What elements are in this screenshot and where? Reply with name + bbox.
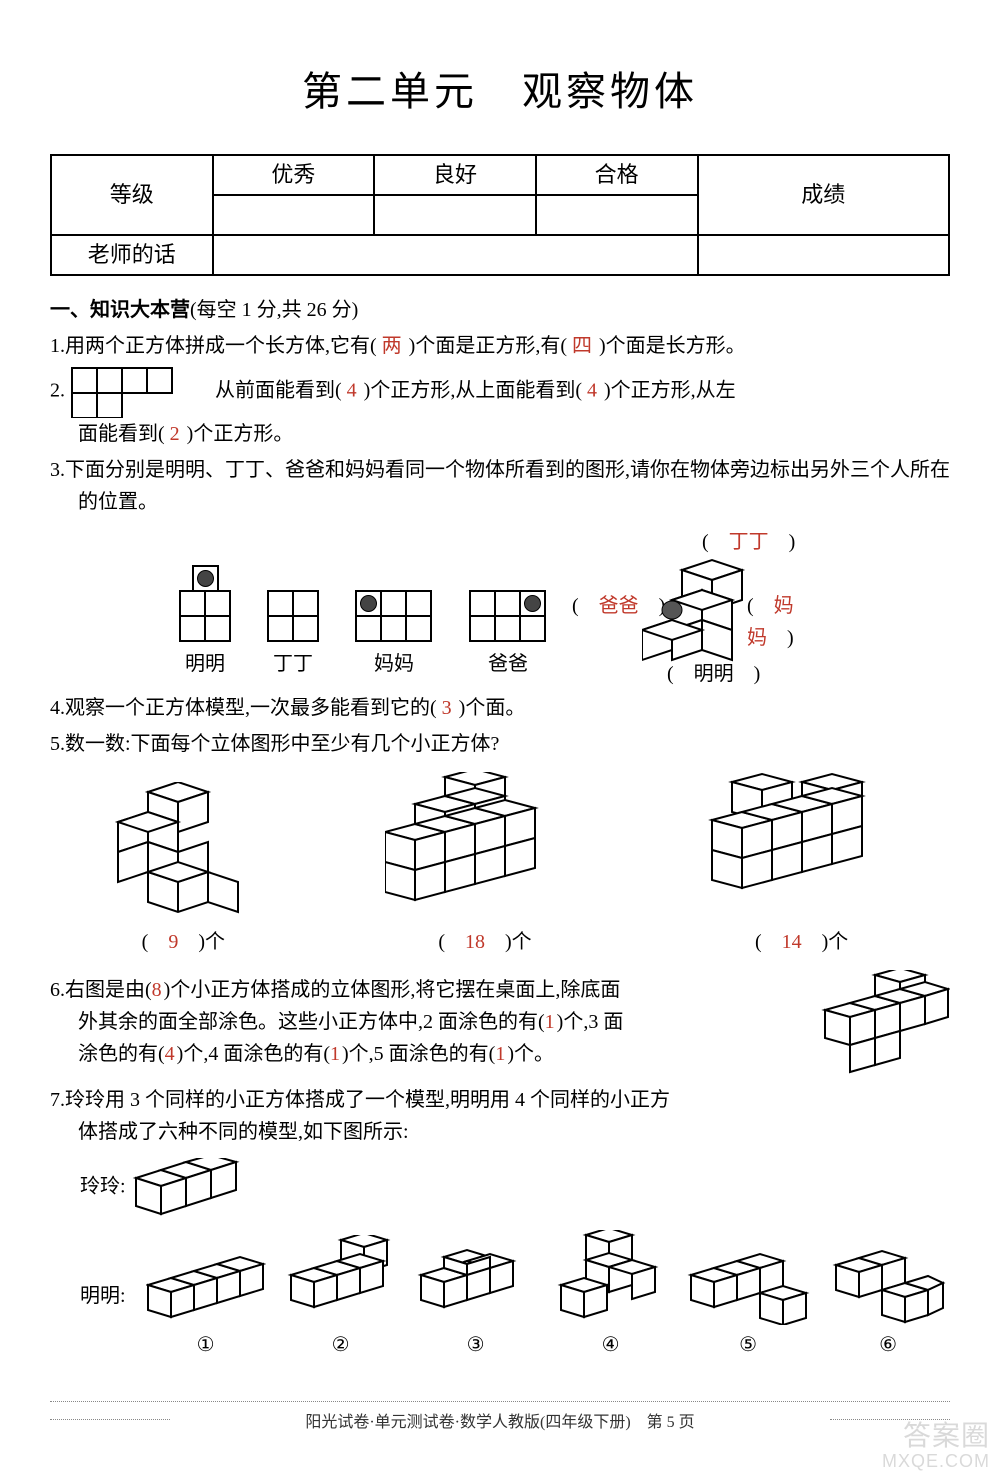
cube-model-icon	[556, 1230, 666, 1325]
page-title: 第二单元 观察物体	[50, 60, 950, 124]
q5-a1-wrap: ( 9 )个	[142, 926, 225, 958]
q2-a1: 4	[347, 380, 359, 402]
q3-figures: 明明 丁丁 妈妈 爸爸	[50, 530, 950, 680]
cube-stack-icon	[702, 772, 902, 922]
q1-ans2: 四	[572, 335, 594, 357]
q2-figure-icon	[70, 366, 210, 418]
q1-end: )个面是长方形。	[599, 335, 746, 357]
cell-score	[698, 235, 950, 275]
question-3: 3.下面分别是明明、丁丁、爸爸和妈妈看同一个物体所看到的图形,请你在物体旁边标出…	[78, 454, 950, 518]
q2-t2: )个正方形,从上面能看到(	[364, 380, 582, 402]
q3-view-mama: 妈妈	[354, 564, 434, 680]
section-points: (每空 1 分,共 26 分)	[190, 299, 358, 321]
q3-lbl-mama: 妈妈	[374, 648, 414, 680]
q6-figure-icon	[820, 970, 950, 1080]
page-footer: 阳光试卷·单元测试卷·数学人教版(四年级下册) 第 5 页	[50, 1401, 950, 1436]
watermark: 答案圈 MXQE.COM	[882, 1421, 990, 1472]
q3-view-mingming: 明明	[178, 564, 232, 680]
question-4: 4.观察一个正方体模型,一次最多能看到它的( 3 )个面。	[78, 692, 950, 724]
q3-lbl-ming: 明明	[185, 648, 225, 680]
question-5: 5.数一数:下面每个立体图形中至少有几个小正方体?	[78, 728, 950, 760]
question-7: 7.玲玲用 3 个同样的小正方体搭成了一个模型,明明用 4 个同样的小正方体搭成…	[78, 1084, 950, 1148]
hdr-teacher: 老师的话	[51, 235, 213, 275]
hdr-good: 良好	[374, 155, 536, 195]
q3-lbl-ding: 丁丁	[273, 648, 313, 680]
q4-end: )个面。	[459, 697, 526, 719]
q3-lbl-baba: 爸爸	[488, 648, 528, 680]
q2-l2a: 面能看到(	[78, 423, 165, 445]
section-heading: 一、知识大本营(每空 1 分,共 26 分)	[50, 294, 950, 326]
hdr-pass: 合格	[536, 155, 698, 195]
question-1: 1.用两个正方体拼成一个长方体,它有( 两 )个面是正方形,有( 四 )个面是长…	[78, 330, 950, 362]
cube-stack-icon	[385, 772, 585, 922]
cube-model-icon	[416, 1245, 536, 1325]
hdr-score: 成绩	[698, 155, 950, 235]
q2-a3: 2	[170, 423, 182, 445]
q3-3d-object: ( 丁丁 ) ( 爸爸 ) ( 妈妈 ) ( 明明 )	[582, 530, 822, 680]
cell-teacher	[213, 235, 698, 275]
q2-l2b: )个正方形。	[187, 423, 294, 445]
q3-view-dingding: 丁丁	[266, 564, 320, 680]
q4-pre: 4.观察一个正方体模型,一次最多能看到它的(	[50, 697, 437, 719]
q5-fig1: ( 9 )个	[98, 782, 268, 958]
q4-a: 3	[442, 697, 454, 719]
cube-model-icon	[146, 1255, 266, 1325]
question-6: 6.右图是由(8)个小正方体搭成的立体图形,将它摆在桌面上,除底面 外其余的面全…	[50, 970, 950, 1080]
section-title: 一、知识大本营	[50, 299, 190, 321]
q1-ans1: 两	[382, 335, 404, 357]
q3-view-baba: 爸爸	[468, 564, 548, 680]
question-2: 2. 从前面能看到( 4 )个正方形,从上面能看到( 4 )个正方形,从左 面能…	[78, 366, 950, 450]
cube-model-icon	[286, 1235, 396, 1325]
cell-good	[374, 195, 536, 235]
q2-t1: 从前面能看到(	[215, 380, 342, 402]
q7-lingling: 玲玲:	[80, 1158, 950, 1218]
q7-mingming: 明明: ① ② ③ ④ ⑤	[80, 1230, 950, 1361]
grade-table: 等级 优秀 良好 合格 成绩 老师的话	[50, 154, 950, 276]
q5-figures: ( 9 )个 ( 18 )个	[50, 772, 950, 958]
cell-pass	[536, 195, 698, 235]
cell-excellent	[213, 195, 375, 235]
q2-a2: 4	[587, 380, 599, 402]
cube-model-icon	[131, 1158, 241, 1218]
cube-model-icon	[831, 1245, 946, 1325]
q5-a2-wrap: ( 18 )个	[438, 926, 531, 958]
hdr-level: 等级	[51, 155, 213, 235]
q5-fig3: ( 14 )个	[702, 772, 902, 958]
q2-t3: )个正方形,从左	[604, 380, 736, 402]
q5-fig2: ( 18 )个	[385, 772, 585, 958]
q1-mid: )个面是正方形,有(	[409, 335, 567, 357]
q1-pre: 1.用两个正方体拼成一个长方体,它有(	[50, 335, 377, 357]
hdr-excellent: 优秀	[213, 155, 375, 195]
cube-stack-icon	[98, 782, 268, 922]
cube-model-icon	[686, 1245, 811, 1325]
q2-num: 2.	[50, 380, 65, 402]
q5-a3-wrap: ( 14 )个	[755, 926, 848, 958]
